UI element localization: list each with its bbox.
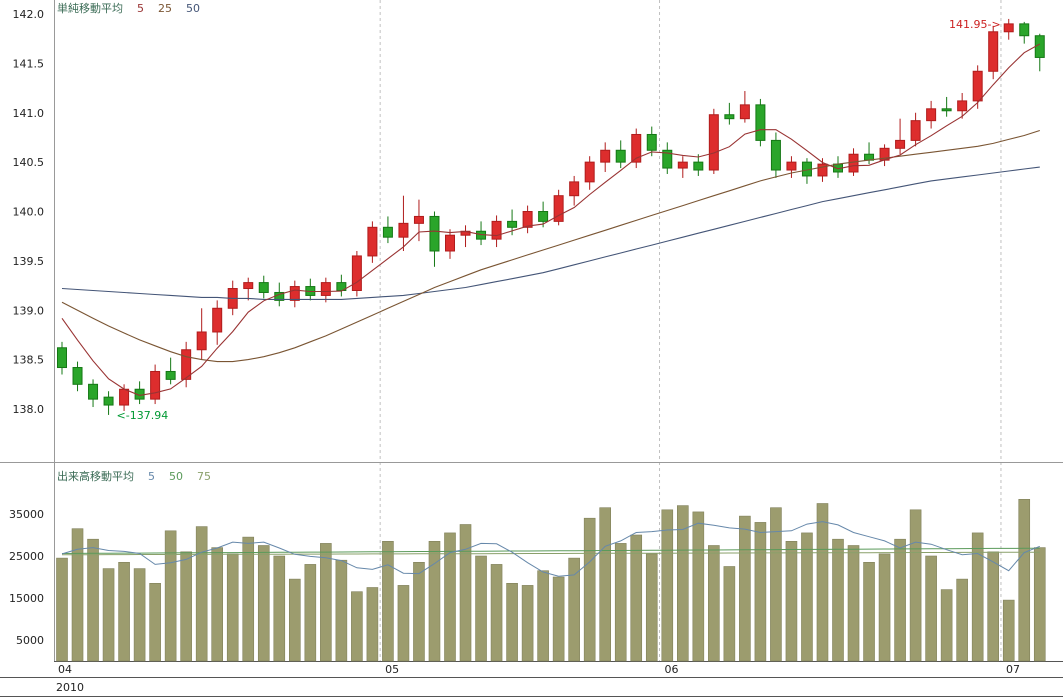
price-annotations: <-137.94 141.95-> (117, 18, 1001, 422)
svg-text:25000: 25000 (9, 550, 44, 563)
vol-ma-legend-label: 出来高移動平均 (57, 470, 134, 483)
svg-text:05: 05 (385, 663, 399, 676)
price-ma-legend-label: 単純移動平均 (57, 2, 123, 15)
svg-text:2010: 2010 (56, 681, 84, 694)
svg-text:138.0: 138.0 (13, 403, 45, 416)
svg-text:140.0: 140.0 (13, 206, 45, 219)
svg-text:138.5: 138.5 (13, 354, 45, 367)
svg-text:15000: 15000 (9, 592, 44, 605)
svg-text:142.0: 142.0 (13, 8, 45, 21)
vol-ma-period-1: 5 (148, 470, 155, 483)
svg-text:140.5: 140.5 (13, 156, 45, 169)
svg-text:141.95->: 141.95-> (949, 18, 1001, 31)
volume-y-axis-labels: 35000 25000 15000 5000 (9, 508, 44, 647)
svg-text:35000: 35000 (9, 508, 44, 521)
svg-text:04: 04 (58, 663, 72, 676)
price-ma-lines (61, 43, 1041, 396)
svg-text:<-137.94: <-137.94 (117, 409, 169, 422)
svg-text:139.5: 139.5 (13, 255, 45, 268)
price-ma-period-3: 50 (186, 2, 200, 15)
volume-bars (56, 498, 1046, 662)
month-gridlines (379, 0, 1002, 661)
svg-text:5000: 5000 (16, 634, 44, 647)
svg-text:06: 06 (665, 663, 679, 676)
svg-text:139.0: 139.0 (13, 304, 45, 317)
candles (57, 18, 1045, 415)
svg-text:141.5: 141.5 (13, 57, 45, 70)
price-ma-legend: 単純移動平均 5 25 50 (57, 2, 200, 15)
price-ma-period-2: 25 (158, 2, 172, 15)
vol-ma-period-3: 75 (197, 470, 211, 483)
price-y-axis-labels: 142.0 141.5 141.0 140.5 140.0 139.5 139.0 138.5… (13, 8, 45, 416)
volume-ma-lines (61, 521, 1040, 577)
svg-text:141.0: 141.0 (13, 107, 45, 120)
vol-ma-period-2: 50 (169, 470, 183, 483)
x-axis-labels: 04 05 06 07 2010 (56, 663, 1020, 694)
svg-text:07: 07 (1006, 663, 1020, 676)
price-ma-period-1: 5 (137, 2, 144, 15)
vol-ma-legend: 出来高移動平均 5 50 75 (57, 470, 211, 483)
